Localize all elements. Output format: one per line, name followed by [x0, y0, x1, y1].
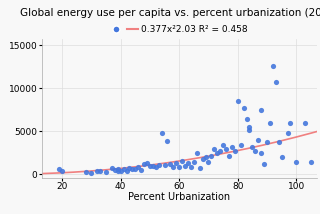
Point [89, 171, 94, 174]
X-axis label: Percent Urbanization: Percent Urbanization [128, 192, 230, 202]
Point [294, 160, 299, 163]
Point [288, 121, 293, 125]
Point [194, 152, 199, 155]
Point [103, 171, 108, 174]
Point [200, 158, 205, 161]
Point [247, 126, 252, 129]
Point [136, 165, 141, 169]
Point [171, 165, 176, 168]
Point [130, 168, 135, 171]
Point [168, 163, 173, 166]
Point [270, 64, 276, 67]
Point [302, 121, 308, 125]
Point [144, 161, 149, 164]
Point [285, 132, 290, 135]
Point [180, 159, 185, 163]
Point [203, 156, 208, 159]
Point [206, 160, 211, 163]
Point [250, 146, 255, 149]
Point [261, 163, 267, 166]
Point [182, 164, 188, 168]
Point [141, 163, 147, 166]
Point [174, 162, 179, 165]
Point [279, 156, 284, 159]
Point [121, 167, 126, 170]
Point [127, 166, 132, 169]
Point [159, 131, 164, 134]
Point [185, 162, 190, 165]
Point [197, 167, 202, 170]
Point [115, 168, 120, 171]
Point [191, 160, 196, 163]
Point [150, 165, 156, 168]
Point [264, 140, 269, 144]
Point [115, 169, 120, 173]
Point [57, 168, 62, 171]
Point [229, 146, 235, 149]
Point [112, 168, 117, 172]
Point [209, 154, 214, 158]
Point [308, 160, 314, 164]
Point [227, 154, 232, 158]
Point [212, 147, 217, 151]
Point [220, 143, 226, 146]
Point [118, 170, 123, 173]
Point [139, 168, 144, 172]
Point [241, 106, 246, 109]
Point [235, 99, 240, 103]
Point [259, 108, 264, 112]
Point [153, 165, 158, 169]
Point [156, 163, 161, 167]
Point [109, 166, 115, 169]
Point [232, 149, 237, 152]
Legend: , 0.377x²2.03 R² = 0.458: , 0.377x²2.03 R² = 0.458 [111, 25, 247, 34]
Point [276, 140, 281, 144]
Point [238, 143, 243, 146]
Point [268, 121, 273, 125]
Point [162, 163, 167, 167]
Point [253, 149, 258, 152]
Point [223, 147, 228, 151]
Point [244, 117, 249, 120]
Point [133, 167, 138, 170]
Point [188, 165, 194, 168]
Point [273, 80, 278, 84]
Point [95, 170, 100, 173]
Point [177, 166, 182, 169]
Point [83, 170, 88, 173]
Point [215, 152, 220, 155]
Point [256, 138, 261, 142]
Point [60, 169, 65, 173]
Point [98, 169, 103, 172]
Point [165, 139, 170, 143]
Point [259, 152, 264, 155]
Point [247, 128, 252, 132]
Point [218, 149, 223, 152]
Point [124, 170, 129, 173]
Point [148, 164, 153, 168]
Title: Global energy use per capita vs. percent urbanization (2014): Global energy use per capita vs. percent… [20, 8, 320, 18]
